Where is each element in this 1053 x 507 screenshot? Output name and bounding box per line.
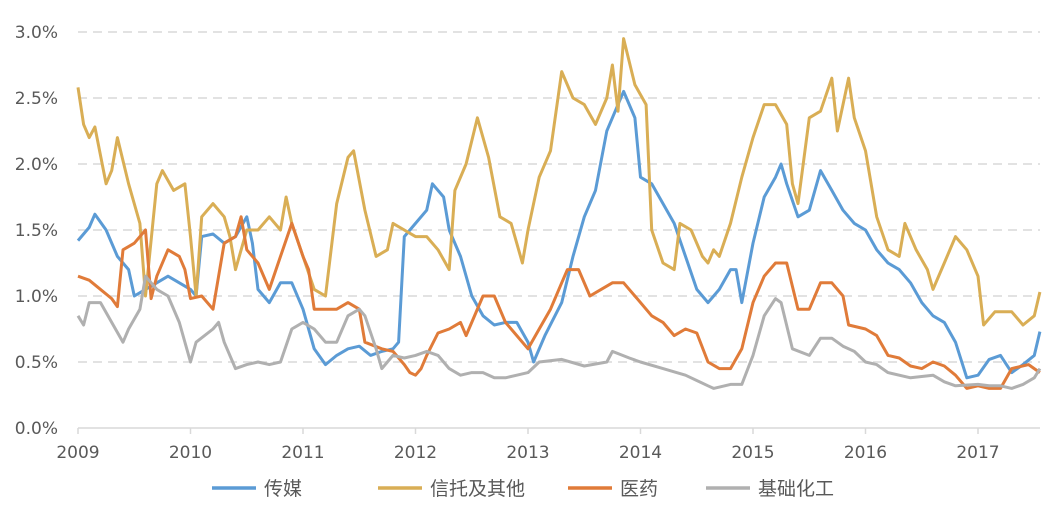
x-tick-label: 2012 xyxy=(394,443,437,463)
legend-label: 医药 xyxy=(620,478,658,500)
legend: 传媒 信托及其他 医药 基础化工 xyxy=(212,478,834,500)
y-tick-label: 0.5% xyxy=(15,353,58,373)
legend-label: 基础化工 xyxy=(758,478,834,500)
x-axis: 2009 2010 2011 2012 2013 2014 2015 2016 2017 xyxy=(56,427,1040,463)
x-tick-label: 2017 xyxy=(956,443,999,463)
x-tick-label: 2011 xyxy=(281,443,324,463)
x-tick-label: 2014 xyxy=(619,443,662,463)
x-tick-label: 2010 xyxy=(169,443,212,463)
y-tick-label: 0.0% xyxy=(15,419,58,439)
x-tick-label: 2009 xyxy=(56,443,99,463)
series-line-信托及其他 xyxy=(76,37,1042,327)
x-tick-label: 2016 xyxy=(844,443,887,463)
y-tick-label: 3.0% xyxy=(15,23,58,43)
legend-label: 传媒 xyxy=(264,478,302,500)
y-tick-label: 1.5% xyxy=(15,221,58,241)
y-axis-ticks: 0.0% 0.5% 1.0% 1.5% 2.0% 2.5% 3.0% xyxy=(15,23,58,439)
y-tick-label: 2.0% xyxy=(15,155,58,175)
legend-label: 信托及其他 xyxy=(430,478,525,500)
series-line-基础化工 xyxy=(76,274,1042,390)
series-line-医药 xyxy=(77,215,1041,390)
x-tick-label: 2015 xyxy=(731,443,774,463)
y-tick-label: 1.0% xyxy=(15,287,58,307)
series-lines xyxy=(76,37,1042,390)
x-tick-label: 2013 xyxy=(506,443,549,463)
y-tick-label: 2.5% xyxy=(15,89,58,109)
